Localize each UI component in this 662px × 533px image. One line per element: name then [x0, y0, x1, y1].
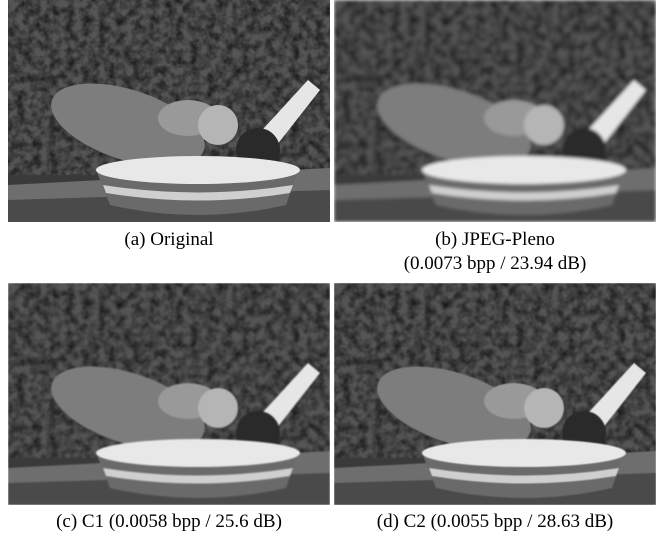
caption: (c) C1 (0.0058 bpp / 25.6 dB): [4, 510, 334, 533]
caption-detail: (0.0073 bpp / 23.94 dB): [330, 252, 660, 275]
caption: (a) Original: [4, 228, 334, 251]
image-jpeg-pleno: [334, 0, 656, 222]
image-c1: [8, 283, 330, 505]
caption: (b) JPEG-Pleno: [330, 228, 660, 251]
caption: (d) C2 (0.0055 bpp / 28.63 dB): [330, 510, 660, 533]
figure: {"panels": [ {"caption": "(a) Original"}…: [0, 0, 662, 533]
image-c2: [334, 283, 656, 505]
image-original: [8, 0, 330, 222]
